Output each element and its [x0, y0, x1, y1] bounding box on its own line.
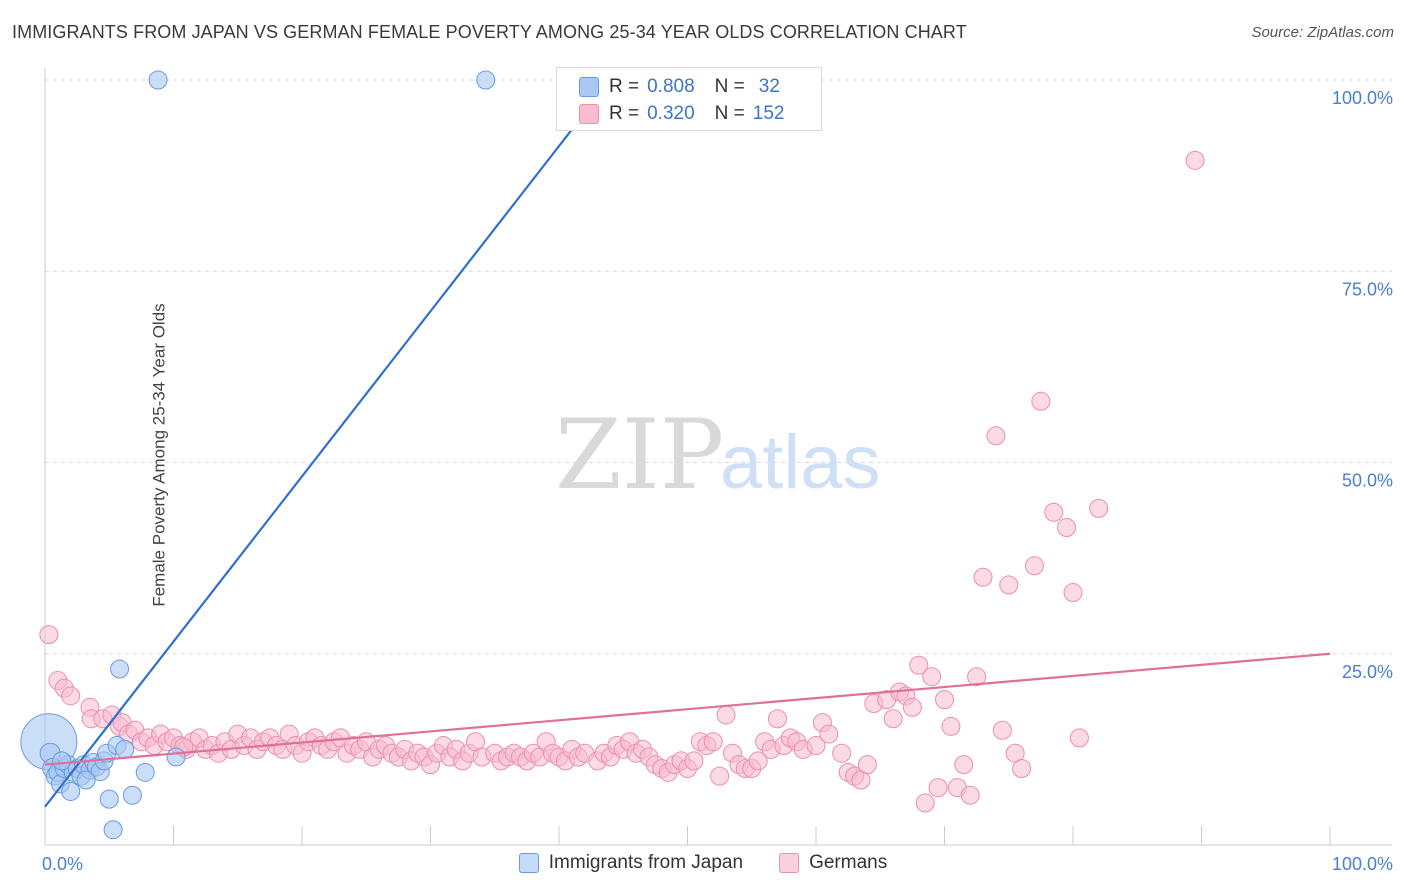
x-tick-label-max: 100.0% [1332, 854, 1393, 874]
german-point [902, 697, 922, 717]
german-legend-swatch [779, 853, 800, 873]
german-point [806, 736, 826, 756]
german-n-value: 152 [752, 103, 785, 124]
german-point [999, 575, 1019, 595]
german-point [915, 793, 935, 813]
legend-item-japan[interactable]: Immigrants from Japan [518, 852, 744, 874]
german-point [1069, 728, 1089, 748]
german-point [1024, 556, 1044, 576]
german-point [710, 766, 730, 786]
german-legend-label: Germans [809, 852, 888, 873]
german-point [39, 625, 59, 645]
german-points [39, 150, 1205, 813]
japan-r-value: 0.808 [647, 76, 695, 97]
german-point [967, 667, 987, 687]
german-point [703, 732, 723, 752]
legend-row-japan: R = 0.808 N = 32 [579, 73, 780, 101]
japan-trendline [44, 79, 612, 808]
german-trendline [44, 652, 1331, 766]
german-point [935, 690, 954, 710]
japan-point [76, 770, 96, 790]
german-point [857, 755, 877, 775]
series-legend: Immigrants from Japan Germans [0, 852, 1406, 874]
japan-point [476, 70, 496, 90]
japan-point [135, 762, 155, 782]
trendlines [44, 79, 1331, 808]
german-point [716, 705, 736, 725]
x-tick-label-min: 0.0% [42, 854, 83, 874]
german-point [922, 667, 942, 687]
german-swatch [579, 104, 599, 124]
german-point [1012, 759, 1032, 778]
japan-n-value: 32 [758, 76, 780, 97]
german-point [1185, 150, 1205, 170]
german-point [1057, 518, 1077, 538]
german-point [832, 743, 852, 763]
german-point [928, 778, 948, 798]
german-point [61, 686, 81, 706]
german-point [986, 426, 1006, 446]
german-point [883, 709, 903, 729]
axes [44, 68, 1392, 846]
german-point [909, 655, 929, 675]
japan-point [52, 751, 72, 771]
r-label: R = [609, 103, 640, 124]
chart-title: IMMIGRANTS FROM JAPAN VS GERMAN FEMALE P… [12, 22, 967, 42]
german-point [748, 751, 768, 771]
watermark-atlas: atlas [720, 420, 881, 505]
tick-labels: 25.0% 50.0% 75.0% 100.0% 0.0% 100.0% [42, 88, 1393, 874]
r-label: R = [609, 76, 640, 97]
japan-swatch [579, 77, 599, 97]
japan-legend-label: Immigrants from Japan [548, 852, 744, 873]
german-point [1089, 498, 1109, 518]
german-point [960, 785, 980, 805]
y-tick-label-100: 100.0% [1332, 88, 1393, 108]
legend-row-german: R = 0.320 N = 152 [579, 100, 784, 128]
y-tick-label-50: 50.0% [1342, 471, 1393, 491]
source-credit: Source: ZipAtlas.com [1251, 24, 1394, 41]
german-point [973, 567, 993, 587]
german-point [819, 724, 839, 744]
y-axis-label: Female Poverty Among 25-34 Year Olds [149, 303, 169, 607]
japan-point [166, 747, 186, 767]
japan-point [61, 781, 81, 801]
german-point [954, 755, 974, 775]
n-label: N = [714, 103, 745, 124]
japan-point [115, 739, 135, 759]
japan-legend-swatch [518, 853, 539, 873]
watermark: ZIP atlas [555, 399, 881, 511]
german-point [684, 751, 704, 771]
correlation-legend: R = 0.808 N = 32 R = 0.320 N = 152 [556, 67, 822, 131]
n-label: N = [714, 76, 745, 97]
watermark-zip: ZIP [555, 399, 724, 511]
gridlines [45, 79, 1392, 655]
german-point [767, 709, 787, 729]
y-tick-label-75: 75.0% [1342, 279, 1393, 299]
y-tick-label-25: 25.0% [1342, 662, 1393, 682]
german-point [1044, 502, 1064, 522]
japan-point [110, 659, 130, 679]
german-point [941, 716, 961, 736]
japan-points [20, 70, 736, 840]
german-point [1063, 583, 1083, 603]
japan-point [103, 820, 123, 840]
german-r-value: 0.320 [647, 103, 695, 124]
japan-point [122, 785, 142, 805]
german-point [992, 720, 1012, 740]
japan-point [148, 70, 168, 90]
japan-point [99, 789, 119, 809]
legend-item-german[interactable]: Germans [779, 852, 887, 874]
german-point [1031, 391, 1051, 411]
